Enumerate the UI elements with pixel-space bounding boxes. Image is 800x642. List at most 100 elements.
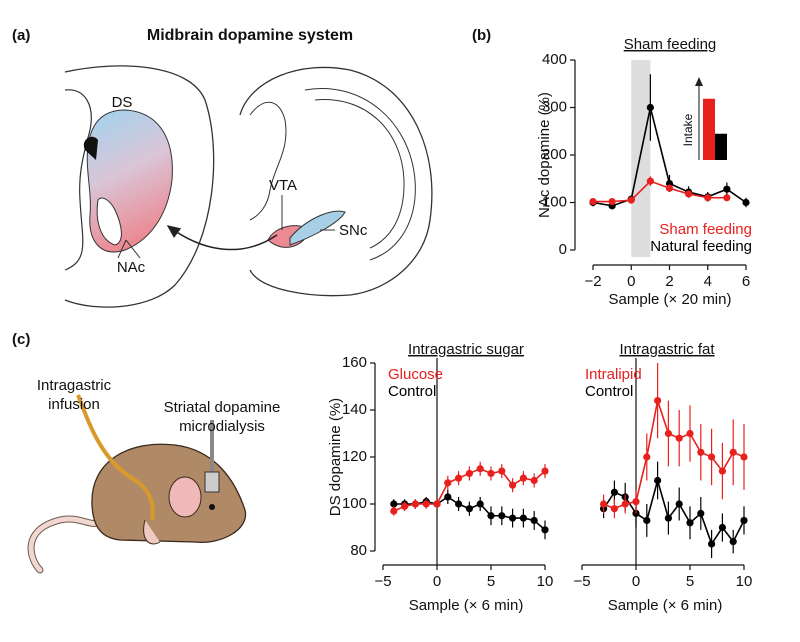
data-point	[608, 197, 616, 206]
data-point	[708, 453, 716, 461]
data-point	[444, 493, 452, 501]
legend-entry: Control	[388, 383, 436, 400]
data-point	[487, 512, 495, 520]
x-axis-label: Sample (× 20 min)	[609, 291, 732, 308]
data-point	[401, 502, 409, 510]
data-point	[665, 184, 674, 192]
data-point	[627, 196, 635, 204]
legend-entry: Sham feeding	[659, 221, 752, 238]
mouse-illustration	[27, 394, 247, 574]
data-point	[621, 500, 629, 508]
data-point	[675, 434, 683, 442]
data-point	[610, 505, 619, 513]
x-tick-label: −5	[374, 573, 391, 590]
brain-label: VTA	[269, 177, 297, 194]
x-axis-label: Sample (× 6 min)	[409, 597, 524, 614]
data-point	[610, 488, 619, 496]
data-point	[390, 507, 398, 515]
data-point	[685, 190, 693, 198]
brain-diagram	[64, 65, 433, 308]
data-point	[476, 500, 484, 508]
data-point	[422, 500, 430, 508]
y-tick-label: 140	[342, 401, 367, 418]
chart-title: Intragastric fat	[619, 341, 715, 358]
y-tick-label: 400	[542, 51, 567, 68]
x-tick-label: 6	[742, 273, 750, 290]
data-point	[541, 467, 549, 475]
data-point	[742, 198, 750, 207]
y-axis-label: DS dopamine (%)	[327, 398, 344, 516]
data-point	[498, 512, 506, 520]
data-point	[686, 429, 694, 438]
data-point	[390, 500, 398, 508]
data-point	[740, 453, 748, 461]
x-tick-label: 0	[433, 573, 441, 590]
legend-entry: Glucose	[388, 366, 443, 383]
data-point	[697, 509, 705, 517]
y-tick-label: 200	[542, 146, 567, 163]
data-point	[465, 505, 473, 513]
y-tick-label: 300	[542, 98, 567, 115]
shaded-region	[631, 60, 651, 257]
data-point	[697, 448, 705, 456]
data-point	[519, 514, 528, 522]
data-point	[654, 476, 662, 485]
x-tick-label: 0	[632, 573, 640, 590]
brain-label: SNc	[339, 222, 368, 239]
data-point	[508, 514, 517, 522]
y-axis-label: NAc dopamine (%)	[536, 92, 553, 218]
chart-title: Sham feeding	[624, 36, 717, 53]
data-point	[718, 467, 727, 475]
data-point	[729, 448, 737, 456]
legend-entry: Natural feeding	[650, 238, 752, 255]
data-point	[643, 516, 651, 525]
data-point	[498, 467, 506, 475]
x-tick-label: −5	[573, 573, 590, 590]
y-tick-label: 160	[342, 354, 367, 371]
panel-label: (c)	[12, 331, 30, 348]
y-tick-label: 80	[350, 542, 367, 559]
y-tick-label: 120	[342, 448, 367, 465]
data-point	[508, 481, 517, 489]
data-point	[718, 523, 727, 532]
brain-label: NAc	[117, 259, 146, 276]
panel-label: (b)	[472, 27, 491, 44]
data-point	[530, 516, 538, 525]
mouse-label: Intragastric	[37, 377, 112, 394]
data-point	[740, 516, 748, 525]
panel-label: (a)	[12, 27, 30, 44]
data-point	[465, 469, 473, 478]
x-tick-label: −2	[584, 273, 601, 290]
data-point	[704, 194, 712, 202]
data-point	[675, 500, 683, 508]
data-point	[541, 526, 549, 534]
data-point	[589, 197, 597, 206]
data-point	[723, 185, 731, 193]
data-point	[643, 453, 651, 461]
mouse-label: microdialysis	[179, 418, 265, 435]
diagram-title: Midbrain dopamine system	[147, 27, 353, 44]
x-tick-label: 10	[736, 573, 753, 590]
y-tick-label: 0	[559, 241, 567, 258]
x-tick-label: 4	[704, 273, 712, 290]
mouse-label: Striatal dopamine	[164, 399, 281, 416]
legend-entry: Intralipid	[585, 366, 642, 383]
data-point	[519, 474, 528, 482]
data-point	[476, 465, 484, 473]
data-point	[708, 540, 716, 548]
data-point	[600, 500, 608, 508]
x-tick-label: 0	[627, 273, 635, 290]
brain-label: DS	[112, 94, 133, 111]
data-point	[646, 177, 654, 185]
x-tick-label: 5	[487, 573, 495, 590]
data-point	[411, 500, 419, 508]
y-tick-label: 100	[342, 495, 367, 512]
data-point	[455, 500, 463, 508]
data-point	[433, 500, 441, 508]
y-tick-label: 100	[542, 193, 567, 210]
data-point	[646, 103, 654, 112]
data-point	[664, 514, 673, 522]
x-tick-label: 10	[537, 573, 554, 590]
x-axis-label: Sample (× 6 min)	[608, 597, 723, 614]
